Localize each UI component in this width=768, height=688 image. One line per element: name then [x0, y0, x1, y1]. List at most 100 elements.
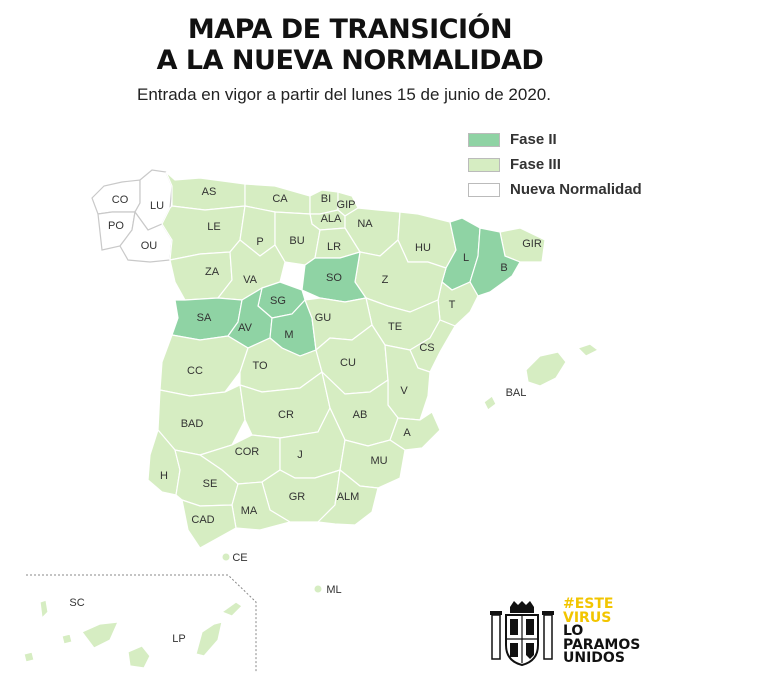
- legend-item-fase-3: Fase III: [468, 153, 642, 176]
- label-bal: BAL: [506, 387, 527, 399]
- label-cor: COR: [235, 446, 260, 458]
- province-t[interactable]: [437, 280, 479, 327]
- label-h: H: [160, 470, 168, 482]
- region-north: [165, 171, 401, 257]
- island-gran-canaria[interactable]: [127, 645, 151, 669]
- legend-item-nueva-normalidad: Nueva Normalidad: [468, 178, 642, 201]
- logo-line-3: LO: [563, 623, 584, 639]
- logo-line-2: VIRUS: [563, 609, 612, 626]
- island-fuerteventura[interactable]: [195, 621, 223, 657]
- label-mu: MU: [370, 455, 387, 467]
- logo-line-1: #ESTE: [563, 596, 614, 612]
- label-co: CO: [112, 194, 129, 206]
- legend-label-fase-3: Fase III: [510, 156, 561, 173]
- legend-label-nueva-normalidad: Nueva Normalidad: [510, 181, 642, 198]
- label-na: NA: [357, 218, 373, 230]
- label-ou: OU: [141, 240, 158, 252]
- province-cc[interactable]: [159, 334, 249, 397]
- label-as: AS: [202, 186, 217, 198]
- province-labels: CO LU PO OU AS CA BI GIP ALA NA LE P BU …: [69, 186, 541, 645]
- legend-swatch-fase-3: [468, 157, 500, 172]
- marker-melilla[interactable]: [314, 585, 322, 593]
- label-za: ZA: [205, 266, 220, 278]
- label-sc: SC: [69, 597, 84, 609]
- label-sg: SG: [270, 295, 286, 307]
- label-hu: HU: [415, 242, 431, 254]
- label-po: PO: [108, 220, 124, 232]
- label-bad: BAD: [181, 418, 204, 430]
- province-ma[interactable]: [231, 481, 292, 531]
- label-m: M: [284, 329, 293, 341]
- island-lanzarote[interactable]: [220, 601, 243, 617]
- island-mallorca[interactable]: [525, 351, 567, 387]
- label-t: T: [449, 299, 456, 311]
- island-la-gomera[interactable]: [61, 633, 73, 645]
- balearic-islands: [483, 343, 600, 411]
- label-lr: LR: [327, 241, 341, 253]
- label-ala: ALA: [321, 213, 342, 225]
- label-av: AV: [238, 322, 253, 334]
- map-title: MAPA DE TRANSICIÓN A LA NUEVA NORMALIDAD: [0, 14, 700, 76]
- label-bi: BI: [321, 193, 331, 205]
- label-ce: CE: [232, 552, 247, 564]
- label-ca: CA: [272, 193, 288, 205]
- title-line-1: MAPA DE TRANSICIÓN: [187, 14, 513, 45]
- map-subtitle: Entrada en vigor a partir del lunes 15 d…: [137, 85, 551, 104]
- label-j: J: [297, 449, 303, 461]
- province-so[interactable]: [301, 251, 368, 303]
- region-northeast: [354, 211, 546, 351]
- legend-swatch-nueva-normalidad: [468, 182, 500, 197]
- label-ab: AB: [353, 409, 368, 421]
- legend: Fase II Fase III Nueva Normalidad: [468, 128, 642, 203]
- province-cad[interactable]: [181, 499, 237, 549]
- label-sa: SA: [197, 312, 212, 324]
- canary-inset-border: [26, 574, 257, 672]
- label-so: SO: [326, 272, 342, 284]
- legend-swatch-fase-2: [468, 132, 500, 147]
- campaign-logo: #ESTE VIRUS LO PARAMOS UNIDOS: [563, 596, 641, 666]
- title-line-2: A LA NUEVA NORMALIDAD: [156, 45, 544, 76]
- label-ml: ML: [326, 584, 341, 596]
- region-center: [159, 251, 456, 421]
- label-gr: GR: [289, 491, 306, 503]
- province-b[interactable]: [469, 227, 521, 297]
- legend-label-fase-2: Fase II: [510, 131, 557, 148]
- marker-ceuta[interactable]: [222, 553, 230, 561]
- label-gu: GU: [315, 312, 332, 324]
- label-a: A: [403, 427, 411, 439]
- label-cc: CC: [187, 365, 203, 377]
- label-l: L: [463, 252, 469, 264]
- region-south-center: [157, 370, 441, 456]
- label-ma: MA: [241, 505, 258, 517]
- province-alm[interactable]: [316, 468, 379, 526]
- island-ibiza[interactable]: [483, 395, 497, 411]
- label-se: SE: [203, 478, 218, 490]
- label-alm: ALM: [337, 491, 360, 503]
- island-tenerife[interactable]: [81, 621, 119, 649]
- region-south: [147, 406, 406, 549]
- coat-of-arms-icon: [490, 601, 554, 667]
- logo-line-4: PARAMOS: [563, 636, 641, 653]
- canary-islands: [23, 599, 243, 669]
- legend-item-fase-2: Fase II: [468, 128, 642, 151]
- label-le: LE: [207, 221, 220, 233]
- label-cad: CAD: [191, 514, 214, 526]
- label-cu: CU: [340, 357, 356, 369]
- label-p: P: [256, 236, 263, 248]
- label-b: B: [500, 262, 507, 274]
- label-bu: BU: [289, 235, 304, 247]
- island-el-hierro[interactable]: [23, 651, 35, 663]
- island-menorca[interactable]: [576, 343, 600, 357]
- label-z: Z: [382, 274, 389, 286]
- label-lp: LP: [172, 633, 185, 645]
- label-lu: LU: [150, 200, 164, 212]
- region-castilla-leon: [161, 205, 361, 301]
- label-cr: CR: [278, 409, 294, 421]
- label-v: V: [400, 385, 408, 397]
- island-la-palma[interactable]: [39, 599, 49, 620]
- region-galicia: [91, 169, 173, 263]
- label-va: VA: [243, 274, 258, 286]
- logo-line-5: UNIDOS: [563, 650, 625, 666]
- label-te: TE: [388, 321, 402, 333]
